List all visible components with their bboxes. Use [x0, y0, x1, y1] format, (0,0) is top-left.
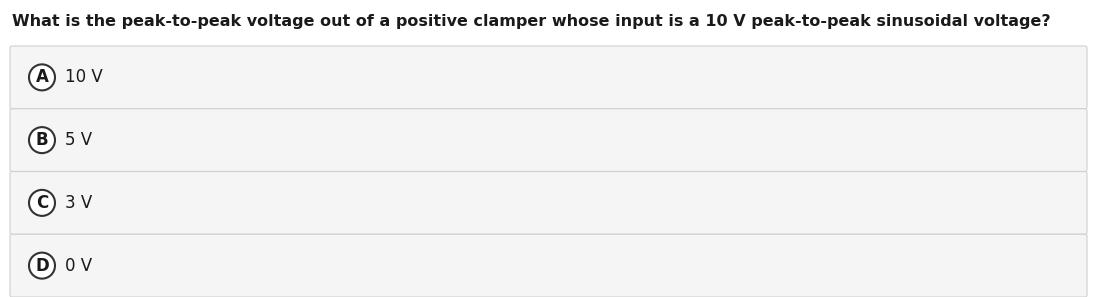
Text: 5 V: 5 V: [65, 131, 92, 149]
FancyBboxPatch shape: [10, 171, 1087, 234]
FancyBboxPatch shape: [10, 46, 1087, 109]
Text: 0 V: 0 V: [65, 257, 92, 275]
Text: C: C: [36, 194, 48, 212]
Text: D: D: [35, 257, 49, 275]
Ellipse shape: [29, 190, 55, 216]
Text: A: A: [35, 68, 48, 86]
Text: What is the peak-to-peak voltage out of a positive clamper whose input is a 10 V: What is the peak-to-peak voltage out of …: [12, 14, 1051, 29]
Text: 3 V: 3 V: [65, 194, 92, 212]
FancyBboxPatch shape: [10, 109, 1087, 171]
Text: 10 V: 10 V: [65, 68, 103, 86]
Ellipse shape: [29, 64, 55, 90]
Text: B: B: [36, 131, 48, 149]
FancyBboxPatch shape: [10, 234, 1087, 297]
Ellipse shape: [29, 253, 55, 279]
Ellipse shape: [29, 127, 55, 153]
